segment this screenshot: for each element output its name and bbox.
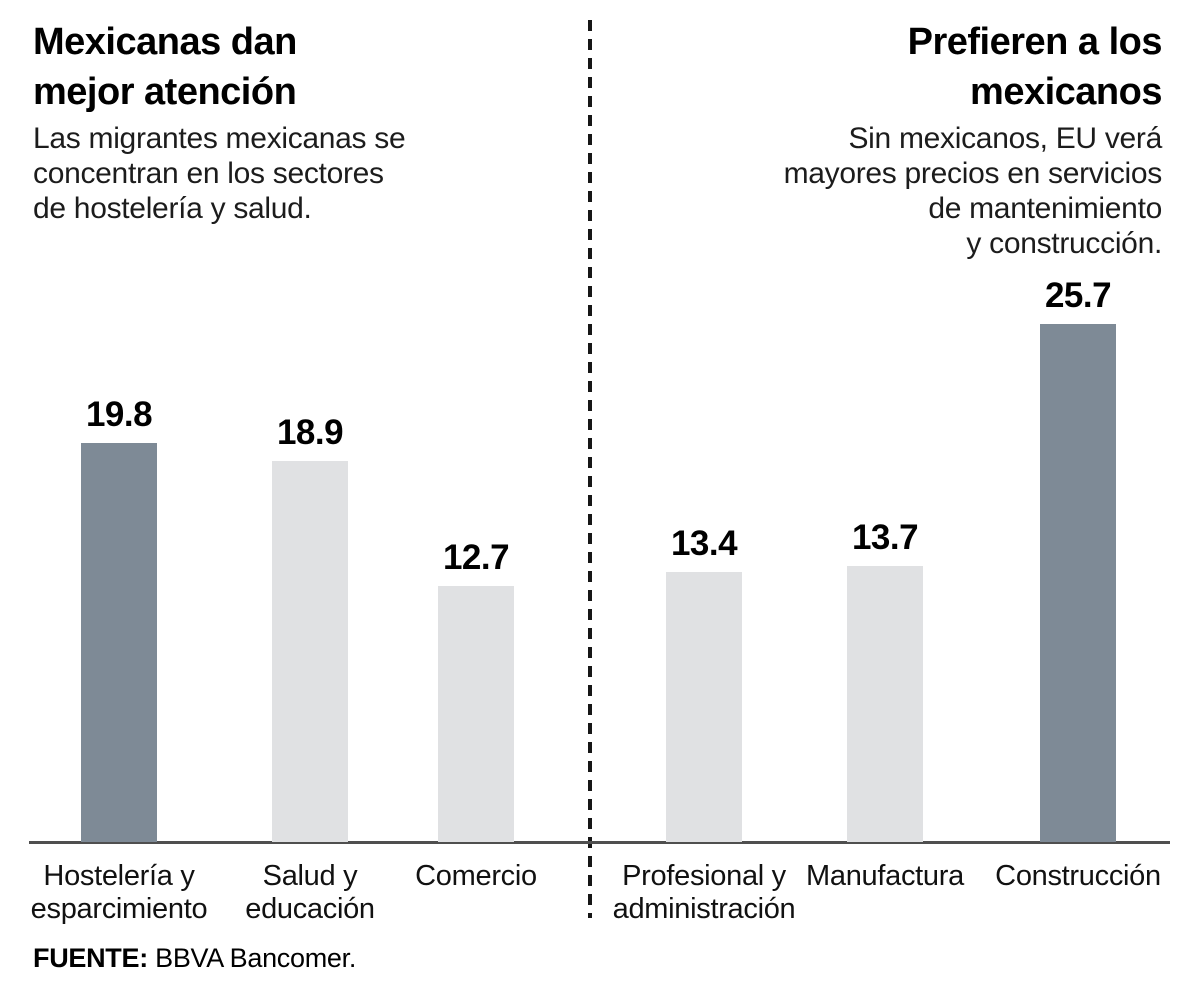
- right-panel-subtitle: Sin mexicanos, EU verá mayores precios e…: [783, 122, 1163, 260]
- source-note: FUENTE: BBVA Bancomer.: [33, 943, 356, 974]
- right-panel-title: Prefieren a los mexicanos: [907, 21, 1163, 113]
- bar-value-label: 19.8: [85, 395, 153, 434]
- bar-value-label: 18.9: [276, 413, 344, 452]
- bar-value-label: 12.7: [442, 538, 510, 577]
- bar: [438, 586, 514, 842]
- left-panel-subtitle: Las migrantes mexicanas se concentran en…: [33, 122, 406, 225]
- source-label: FUENTE:: [33, 943, 148, 973]
- bar-category-label: Salud y educación: [245, 860, 375, 925]
- bar-category-label: Comercio: [415, 860, 537, 892]
- bar: [666, 572, 742, 842]
- bar: [847, 566, 923, 842]
- bar-category-label: Construcción: [995, 860, 1161, 892]
- bar: [1040, 324, 1116, 842]
- bar-value-label: 13.4: [670, 524, 738, 563]
- bar-category-label: Hostelería y esparcimiento: [30, 860, 208, 925]
- bar-value-label: 25.7: [1044, 276, 1112, 315]
- bar: [272, 461, 348, 842]
- bar-category-label: Manufactura: [806, 860, 964, 892]
- left-panel-title: Mexicanas dan mejor atención: [33, 21, 297, 113]
- x-axis-line: [29, 841, 1170, 844]
- bar-category-label: Profesional y administración: [612, 860, 796, 925]
- panel-divider-dashed-line: [588, 20, 592, 918]
- bar: [81, 443, 157, 842]
- source-text: BBVA Bancomer.: [155, 943, 357, 973]
- bar-value-label: 13.7: [851, 518, 919, 557]
